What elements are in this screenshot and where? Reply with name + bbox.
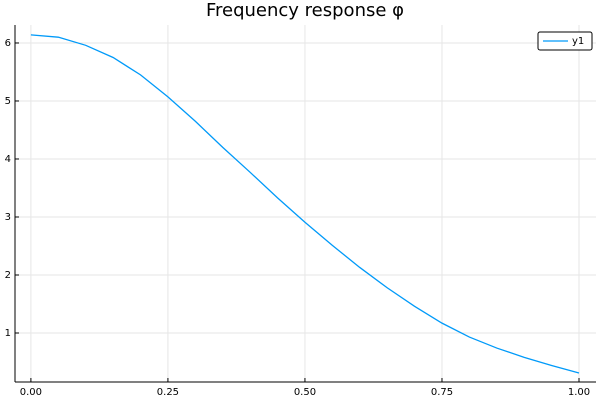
- y-tick-label: 1: [5, 328, 11, 339]
- chart-title: Frequency response φ: [206, 0, 404, 21]
- legend-label: y1: [572, 36, 584, 47]
- line: [30, 34, 580, 374]
- y-tick-label: 4: [5, 154, 11, 165]
- x-tick-label: 0.75: [431, 387, 453, 398]
- x-tick-label: 1.00: [568, 387, 590, 398]
- x-tick-label: 0.50: [294, 387, 316, 398]
- y-tick-label: 5: [5, 96, 11, 107]
- y-tick-label: 3: [5, 212, 11, 223]
- x-tick-label: 0.00: [20, 387, 42, 398]
- x-tick-label: 0.25: [157, 387, 179, 398]
- y-tick-label: 2: [5, 270, 11, 281]
- y-tick-label: 6: [5, 38, 11, 49]
